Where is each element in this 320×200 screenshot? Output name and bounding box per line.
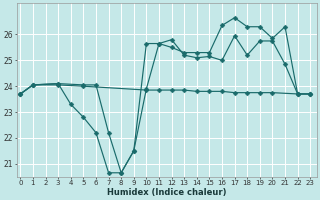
X-axis label: Humidex (Indice chaleur): Humidex (Indice chaleur): [107, 188, 226, 197]
